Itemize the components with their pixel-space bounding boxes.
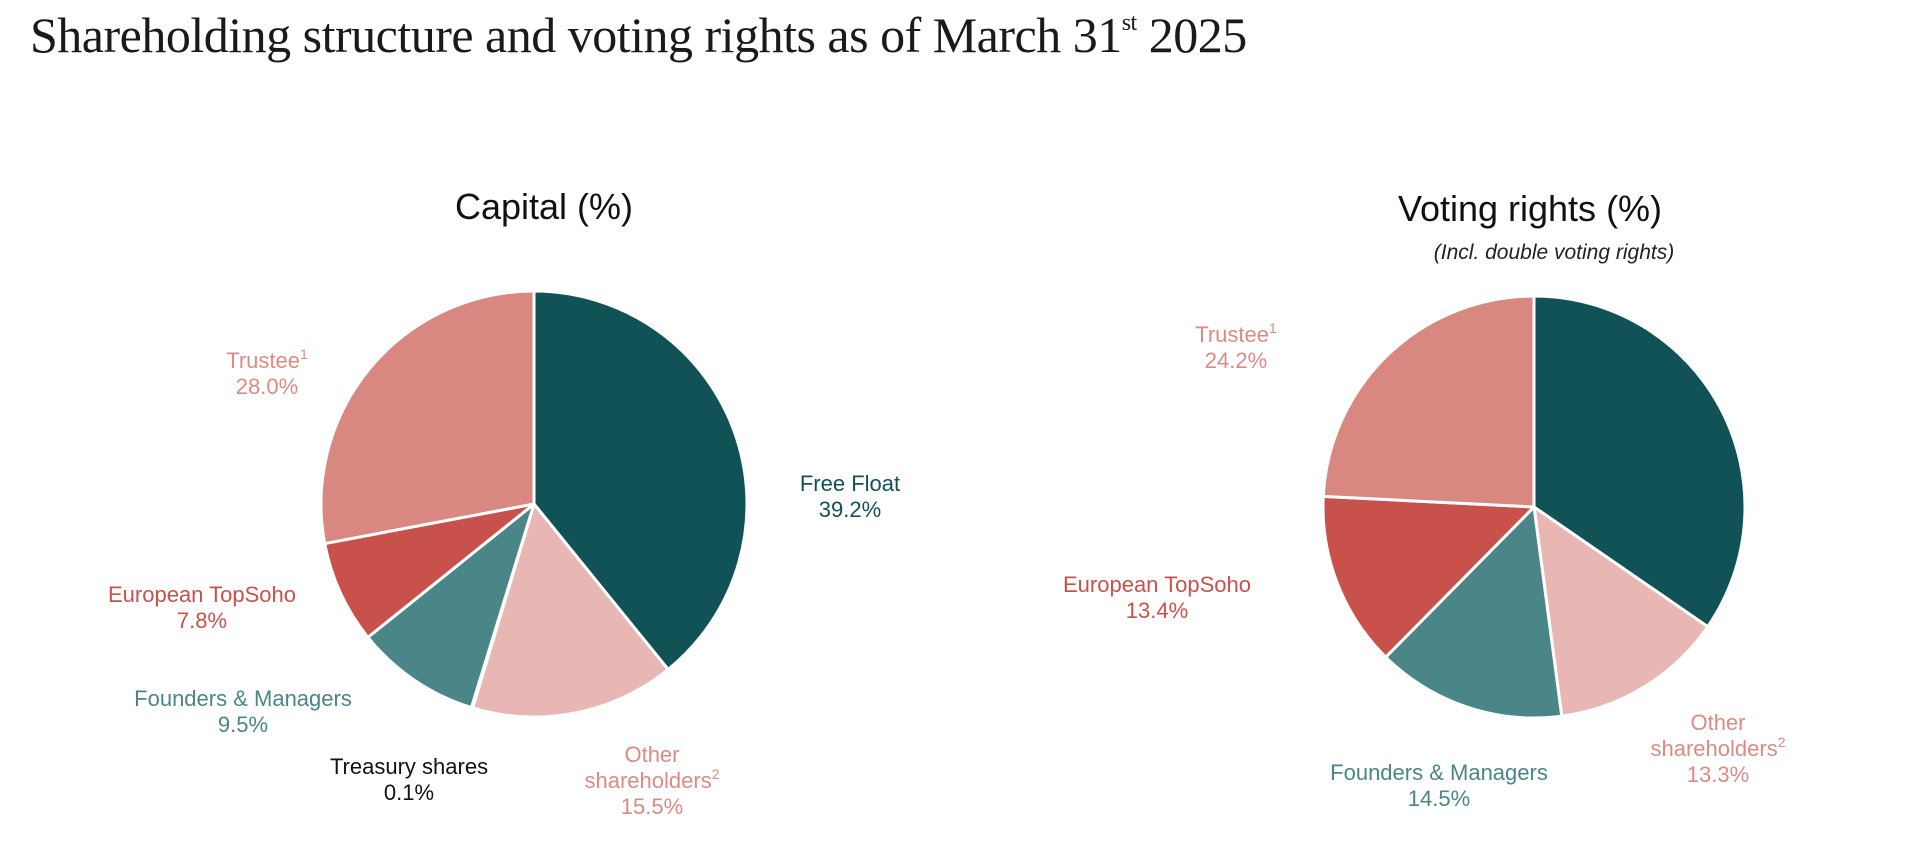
voting-slice-free-float bbox=[1532, 294, 1747, 629]
capital-label-other-shareholders-name: Other bbox=[624, 742, 680, 767]
capital-label-european-topsoho: European TopSoho 7.8% bbox=[108, 582, 296, 634]
voting-slice-trustee bbox=[1321, 294, 1536, 509]
capital-label-trustee: Trustee1 28.0% bbox=[226, 346, 308, 400]
page-title-year: 2025 bbox=[1148, 7, 1248, 63]
capital-label-trustee-name: Trustee bbox=[226, 348, 300, 373]
voting-label-european-topsoho-name: European TopSoho bbox=[1063, 572, 1251, 597]
voting-footnote-1: 1 bbox=[1268, 320, 1277, 336]
voting-label-european-topsoho-value: 13.4% bbox=[1125, 598, 1189, 623]
capital-label-treasury-value: 0.1% bbox=[383, 780, 435, 805]
voting-slice-european-topsoho bbox=[1321, 494, 1536, 659]
page-title-superscript: st bbox=[1121, 10, 1138, 36]
voting-footnote-2: 2 bbox=[1777, 734, 1786, 750]
capital-label-treasury: Treasury shares 0.1% bbox=[330, 754, 488, 806]
voting-slice-founders-managers bbox=[1384, 505, 1564, 720]
capital-footnote-1: 1 bbox=[299, 346, 308, 362]
voting-label-other-shareholders-name: Other bbox=[1690, 710, 1746, 735]
voting-label-trustee-name: Trustee bbox=[1195, 322, 1269, 347]
voting-label-other-shareholders: Other shareholders2 13.3% bbox=[1651, 710, 1786, 788]
voting-label-trustee-value: 24.2% bbox=[1204, 348, 1268, 373]
capital-slice-founders-managers bbox=[366, 502, 536, 710]
voting-slice-other-shareholders bbox=[1532, 505, 1710, 718]
capital-label-european-topsoho-value: 7.8% bbox=[176, 608, 228, 633]
capital-label-founders-managers-value: 9.5% bbox=[217, 712, 269, 737]
capital-footnote-2: 2 bbox=[711, 766, 720, 782]
voting-label-other-shareholders-name2: shareholders2 bbox=[1650, 734, 1786, 761]
capital-label-free-float: Free Float 39.2% bbox=[800, 471, 900, 523]
voting-label-founders-managers-name: Founders & Managers bbox=[1330, 760, 1548, 785]
capital-label-european-topsoho-name: European TopSoho bbox=[108, 582, 296, 607]
voting-chart-title: Voting rights (%) bbox=[1397, 188, 1663, 229]
capital-slice-european-topsoho bbox=[323, 502, 536, 639]
capital-label-other-shareholders-name2: shareholders2 bbox=[584, 766, 720, 793]
capital-label-other-shareholders: Other shareholders2 15.5% bbox=[585, 742, 720, 820]
capital-chart-title: Capital (%) bbox=[454, 186, 634, 227]
voting-label-founders-managers: Founders & Managers 14.5% bbox=[1330, 760, 1548, 812]
capital-label-founders-managers-name: Founders & Managers bbox=[134, 686, 352, 711]
capital-label-free-float-value: 39.2% bbox=[818, 497, 882, 522]
capital-label-other-shareholders-value: 15.5% bbox=[620, 794, 684, 819]
capital-label-free-float-name: Free Float bbox=[799, 471, 901, 496]
page-title-text: Shareholding structure and voting rights… bbox=[30, 7, 1122, 63]
voting-chart-subtitle: (Incl. double voting rights) bbox=[1433, 241, 1675, 264]
capital-slice-other-shareholders bbox=[471, 502, 670, 719]
voting-label-founders-managers-value: 14.5% bbox=[1407, 786, 1471, 811]
voting-label-other-shareholders-value: 13.3% bbox=[1686, 762, 1750, 787]
capital-slice-trustee bbox=[319, 289, 536, 546]
capital-slice-free-float bbox=[532, 289, 749, 671]
voting-label-european-topsoho: European TopSoho 13.4% bbox=[1063, 572, 1251, 624]
voting-label-trustee: Trustee1 24.2% bbox=[1195, 320, 1277, 374]
capital-label-founders-managers: Founders & Managers 9.5% bbox=[134, 686, 352, 738]
page-title: Shareholding structure and voting rights… bbox=[30, 6, 1247, 64]
capital-label-trustee-value: 28.0% bbox=[235, 374, 299, 399]
capital-label-treasury-name: Treasury shares bbox=[329, 754, 489, 779]
